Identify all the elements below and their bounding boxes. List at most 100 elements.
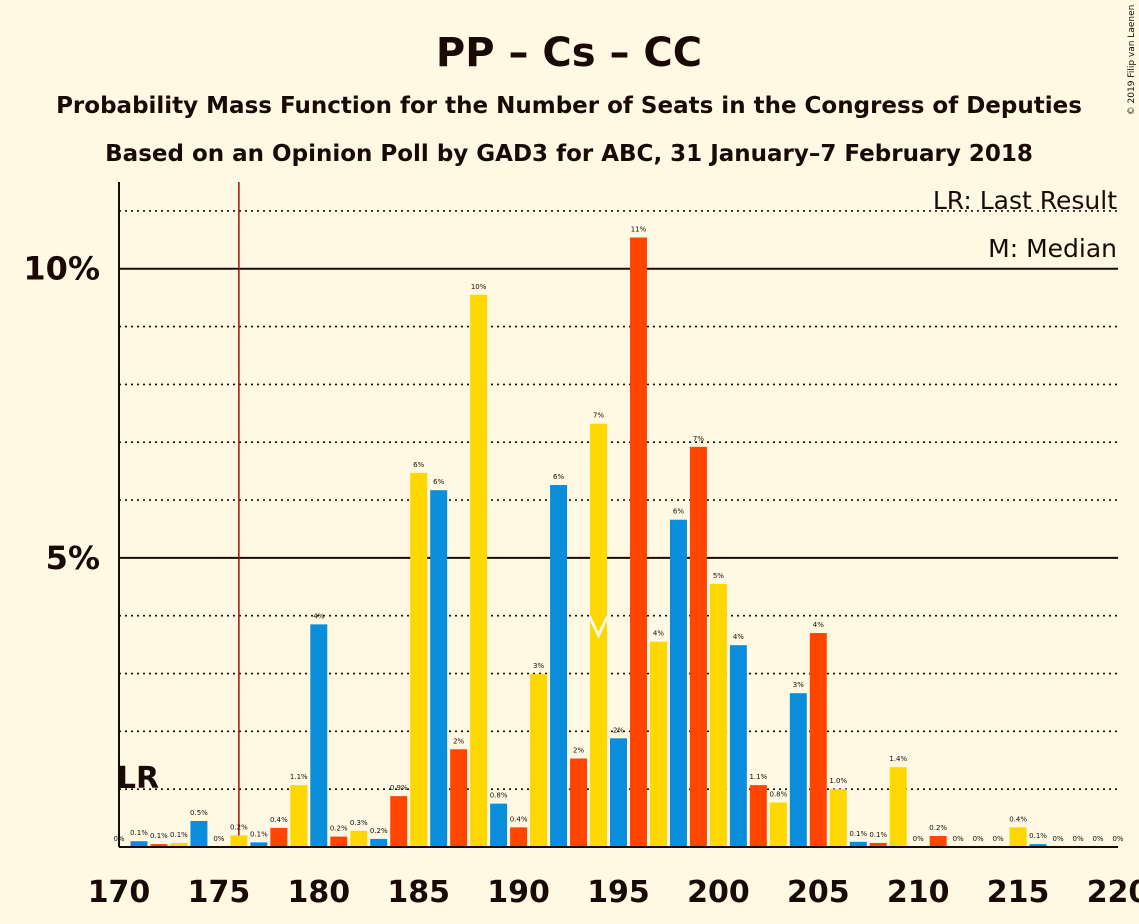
bar-seat-179 <box>290 785 308 847</box>
bar-seat-183 <box>370 838 388 847</box>
bar-label-seat-208: 0.1% <box>869 831 887 839</box>
bar-seat-172 <box>150 844 168 847</box>
bar-seat-182 <box>350 830 368 847</box>
x-tick-label-220: 220 <box>1087 875 1139 910</box>
bar-label-seat-220: 0% <box>1112 835 1123 843</box>
bar-seat-192 <box>550 485 568 847</box>
bar-label-seat-172: 0.1% <box>150 832 168 840</box>
bar-label-seat-189: 0.8% <box>490 792 508 800</box>
chart-subtitle-1: Probability Mass Function for the Number… <box>56 93 1082 119</box>
bar-seat-195 <box>610 738 627 847</box>
bar-label-seat-178: 0.4% <box>270 816 288 824</box>
bar-seat-204 <box>789 693 807 847</box>
legend-last-result: LR: Last Result <box>933 186 1117 215</box>
bar-label-seat-191: 3% <box>533 662 544 670</box>
bar-seat-181 <box>330 836 348 847</box>
bar-label-seat-183: 0.2% <box>370 827 388 835</box>
bar-label-seat-174: 0.5% <box>190 809 208 817</box>
bar-seat-209 <box>889 767 907 847</box>
x-tick-label-210: 210 <box>887 875 950 910</box>
bar-label-seat-195: 2% <box>613 726 624 734</box>
x-tick-label-170: 170 <box>88 875 151 910</box>
bar-seat-202 <box>749 785 767 847</box>
bar-seat-205 <box>809 633 827 847</box>
x-tick-label-175: 175 <box>188 875 251 910</box>
legend-median: M: Median <box>988 234 1117 263</box>
bar-seat-208 <box>869 842 887 847</box>
bar-label-seat-215: 0.4% <box>1009 815 1027 823</box>
bar-label-seat-207: 0.1% <box>849 830 867 838</box>
x-tick-label-180: 180 <box>287 875 350 910</box>
bar-label-seat-188: 10% <box>471 283 487 291</box>
gridlines <box>119 210 1118 790</box>
bar-label-seat-205: 4% <box>813 621 824 629</box>
bar-label-seat-190: 0.4% <box>510 815 528 823</box>
median-marker-group <box>588 615 609 639</box>
bar-seat-180 <box>310 624 328 847</box>
bar-label-seat-198: 6% <box>673 508 684 516</box>
bar-seat-176 <box>230 835 248 847</box>
bar-label-seat-175: 0% <box>213 835 224 843</box>
bar-label-seat-206: 1.0% <box>829 777 847 785</box>
bar-label-seat-219: 0% <box>1092 835 1103 843</box>
bar-label-seat-180: 4% <box>313 612 324 620</box>
last-result-label: LR <box>117 761 159 796</box>
bar-label-seat-200: 5% <box>713 572 724 580</box>
median-marker <box>588 615 609 639</box>
x-tick-label-205: 205 <box>787 875 850 910</box>
bar-label-seat-216: 0.1% <box>1029 832 1047 840</box>
bar-label-seat-218: 0% <box>1072 835 1083 843</box>
bar-seat-193 <box>570 758 588 847</box>
bar-seat-198 <box>669 519 687 847</box>
bar-label-seat-182: 0.3% <box>350 819 368 827</box>
bar-label-seat-210: 0% <box>913 835 924 843</box>
bar-label-seat-186: 6% <box>433 478 444 486</box>
bar-label-seat-177: 0.1% <box>250 830 268 838</box>
bar-seat-191 <box>530 674 548 847</box>
bar-seat-174 <box>190 820 208 847</box>
chart-title: PP – Cs – CC <box>436 30 702 76</box>
bar-seat-207 <box>849 841 867 847</box>
bar-seat-184 <box>390 796 408 847</box>
bar-seat-178 <box>270 827 288 847</box>
bar-seat-190 <box>510 827 528 847</box>
bar-label-seat-181: 0.2% <box>330 825 348 833</box>
x-tick-label-200: 200 <box>687 875 750 910</box>
bar-seat-196 <box>629 237 647 847</box>
bar-label-seat-176: 0.2% <box>230 823 248 831</box>
last-result-line-group: LR <box>117 182 240 847</box>
bar-seat-203 <box>769 802 787 847</box>
bar-seat-177 <box>250 842 268 847</box>
bar-seat-216 <box>1029 844 1047 847</box>
bar-label-seat-213: 0% <box>973 835 984 843</box>
bar-seat-187 <box>450 749 468 847</box>
bar-label-seat-209: 1.4% <box>889 755 907 763</box>
axes-group: 170 175 180 185 190 195 200 205 210 215 220 5% 10% <box>23 182 1139 910</box>
bar-label-seat-171: 0.1% <box>130 829 148 837</box>
bar-seat-201 <box>729 645 747 847</box>
bar-label-seat-211: 0.2% <box>929 824 947 832</box>
bar-label-seat-197: 4% <box>653 630 664 638</box>
x-tick-label-190: 190 <box>487 875 550 910</box>
bar-label-seat-203: 0.8% <box>769 790 787 798</box>
bar-seat-197 <box>649 641 667 847</box>
bar-label-seat-204: 3% <box>793 681 804 689</box>
chart-subtitle-2: Based on an Opinion Poll by GAD3 for ABC… <box>105 141 1033 167</box>
bar-seat-215 <box>1009 827 1027 847</box>
copyright-text: © 2019 Filip van Laenen <box>1127 5 1137 116</box>
bar-seat-185 <box>410 472 428 847</box>
bar-label-seat-202: 1.1% <box>749 773 767 781</box>
bar-label-seat-173: 0.1% <box>170 831 188 839</box>
bars-group <box>130 237 1047 847</box>
bar-label-seat-196: 11% <box>631 226 647 234</box>
bar-label-seat-187: 2% <box>453 737 464 745</box>
bar-label-seat-179: 1.1% <box>290 773 308 781</box>
bar-label-seat-201: 4% <box>733 633 744 641</box>
bar-seat-189 <box>490 803 508 847</box>
x-tick-label-185: 185 <box>387 875 450 910</box>
bar-label-seat-184: 0.9% <box>390 784 408 792</box>
bar-seat-173 <box>170 842 188 847</box>
bar-label-seat-192: 6% <box>553 473 564 481</box>
